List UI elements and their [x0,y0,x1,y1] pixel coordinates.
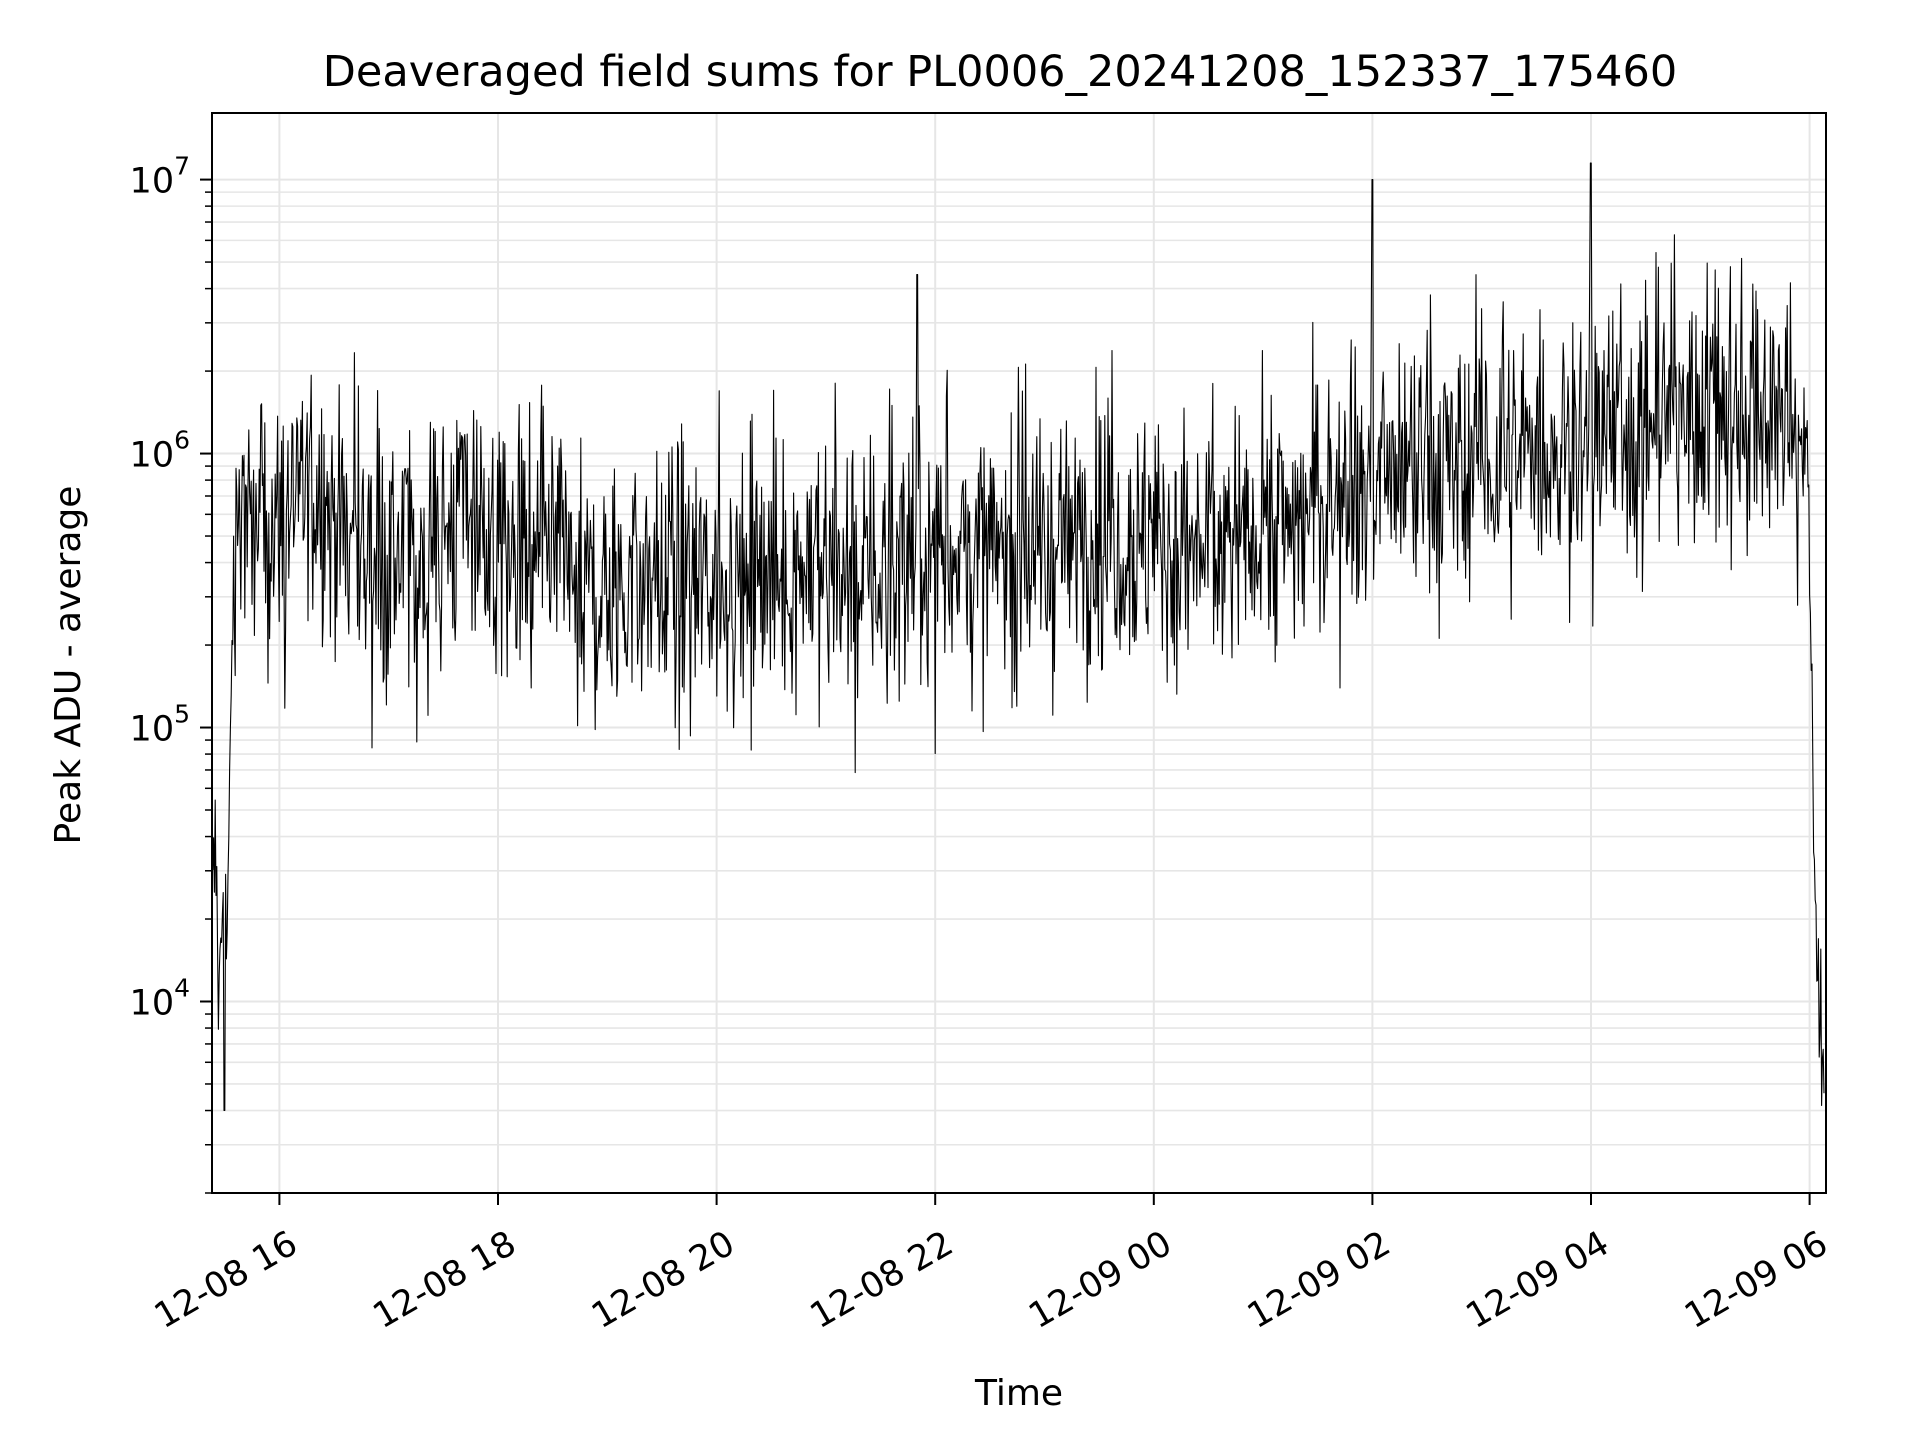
y-tick-label: 104 [130,974,190,1024]
grid [212,113,1826,1194]
x-tick-label: 12-09 00 [1022,1224,1178,1337]
y-axis-label: Peak ADU - average [48,486,89,845]
y-tick-exponent: 7 [174,152,190,181]
x-tick-label: 12-09 06 [1678,1224,1834,1337]
y-tick-label: 105 [130,700,190,750]
y-tick-label: 106 [130,426,190,476]
x-axis-label: Time [974,1373,1063,1414]
plot-frame [211,112,1827,1194]
x-tick-label: 12-08 20 [585,1224,741,1337]
series-layer [212,162,1825,1112]
y-tick-exponent: 6 [174,426,190,455]
series-line [212,162,1825,1112]
y-tick-base: 10 [130,436,175,476]
x-axis: 12-08 16 12-08 18 12-08 20 12-08 22 12-09 00… [148,1193,1835,1337]
x-tick-label: 12-09 04 [1460,1224,1616,1337]
x-tick-label: 12-08 18 [367,1224,523,1337]
x-tick-label: 12-08 22 [804,1224,960,1337]
chart-title: Deaveraged field sums for PL0006_2024120… [323,47,1677,97]
x-tick-label: 12-08 16 [148,1224,304,1337]
y-tick-base: 10 [130,984,175,1024]
y-tick-exponent: 4 [174,974,190,1003]
y-tick-base: 10 [130,710,175,750]
y-tick-label: 107 [130,152,190,202]
y-tick-exponent: 5 [174,700,190,729]
x-tick-label: 12-09 02 [1241,1224,1397,1337]
y-tick-base: 10 [130,162,175,202]
